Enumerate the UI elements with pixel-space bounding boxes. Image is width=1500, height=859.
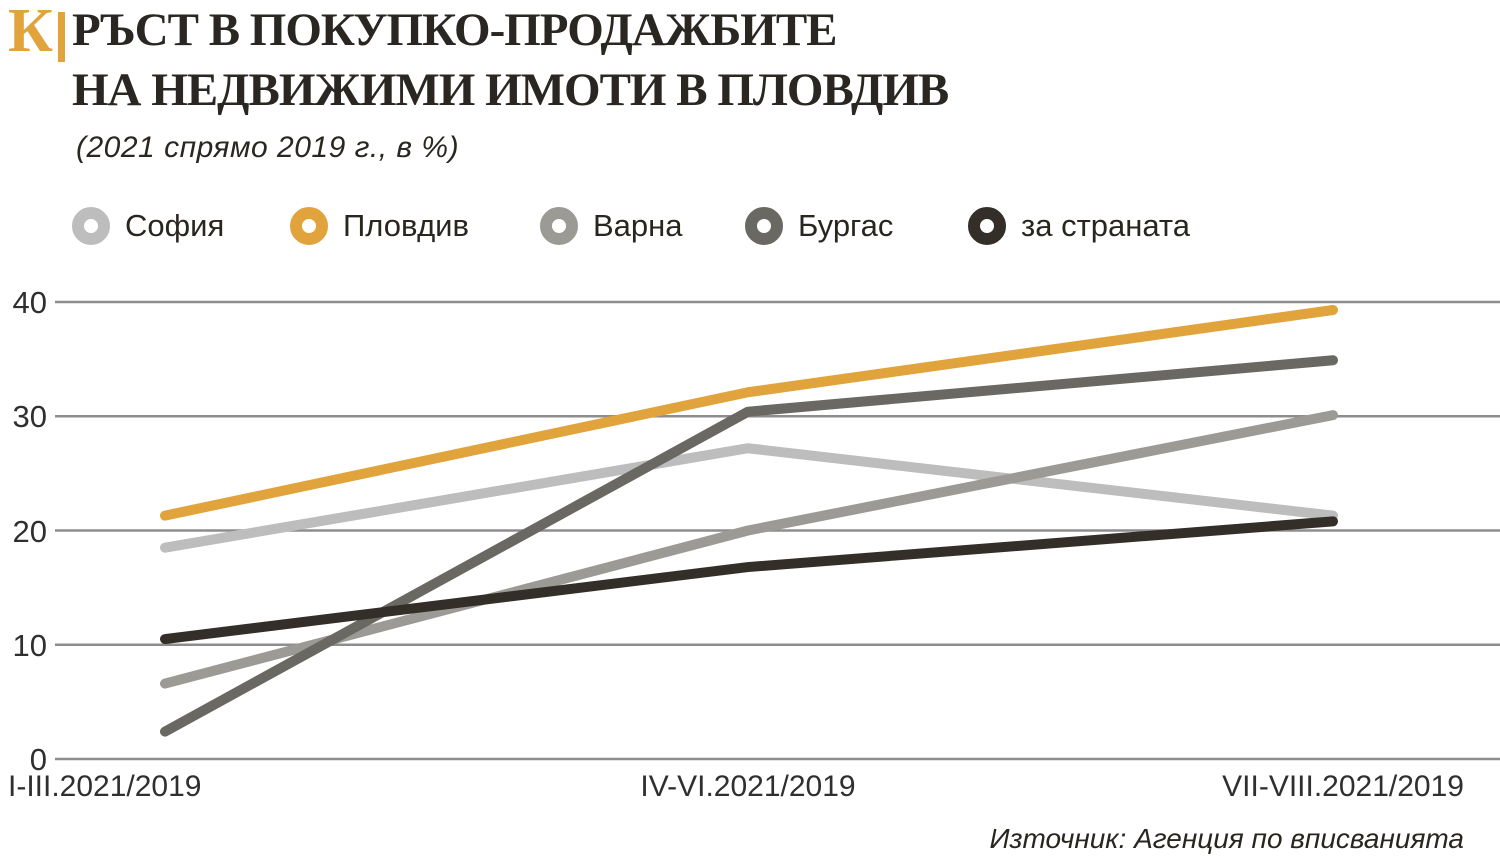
series-line-1 — [160, 443, 1338, 553]
x-tick-3: VII-VIII.2021/2019 — [1222, 770, 1464, 803]
series-line-3 — [160, 410, 1338, 689]
legend-ring-icon — [290, 207, 328, 245]
legend-label: Варна — [593, 208, 683, 243]
legend-item-1: София — [72, 206, 224, 246]
legend-label: за страната — [1021, 208, 1191, 243]
legend-ring-icon — [540, 207, 578, 245]
y-tick-0: 0 — [29, 742, 47, 777]
legend-item-4: Бургас — [745, 206, 893, 246]
series-line-5 — [160, 516, 1338, 645]
y-tick-10: 10 — [12, 627, 47, 663]
series-line-2 — [160, 304, 1338, 521]
legend-ring-icon — [968, 207, 1006, 245]
y-tick-30: 30 — [12, 399, 47, 435]
data-series-lines — [160, 304, 1338, 737]
legend-ring-icon — [72, 207, 110, 245]
capital-k-logo: К — [8, 0, 53, 65]
legend-item-3: Варна — [540, 206, 683, 246]
legend-item-2: Пловдив — [290, 206, 469, 246]
legend-label: Бургас — [798, 208, 894, 243]
chart-title-line1: РЪСТ В ПОКУПКО-ПРОДАЖБИТЕ — [72, 4, 838, 56]
logo-divider-bar — [58, 12, 65, 62]
source-attribution: Източник: Агенция по вписванията — [989, 823, 1464, 854]
chart-title-line2: НА НЕДВИЖИМИ ИМОТИ В ПЛОВДИВ — [72, 64, 949, 116]
x-tick-1: I-III.2021/2019 — [8, 770, 202, 803]
series-line-4 — [160, 355, 1338, 737]
legend-label: Пловдив — [343, 208, 469, 243]
y-tick-40: 40 — [12, 285, 47, 320]
legend-label: София — [125, 208, 225, 243]
legend-ring-icon — [745, 207, 783, 245]
y-tick-20: 20 — [12, 513, 47, 549]
chart-title: РЪСТ В ПОКУПКО-ПРОДАЖБИТЕ НА НЕДВИЖИМИ И… — [72, 0, 1172, 120]
chart-subtitle: (2021 спрямо 2019 г., в %) — [76, 131, 460, 164]
x-tick-2: IV-VI.2021/2019 — [640, 770, 856, 803]
legend-item-5: за страната — [968, 206, 1190, 246]
